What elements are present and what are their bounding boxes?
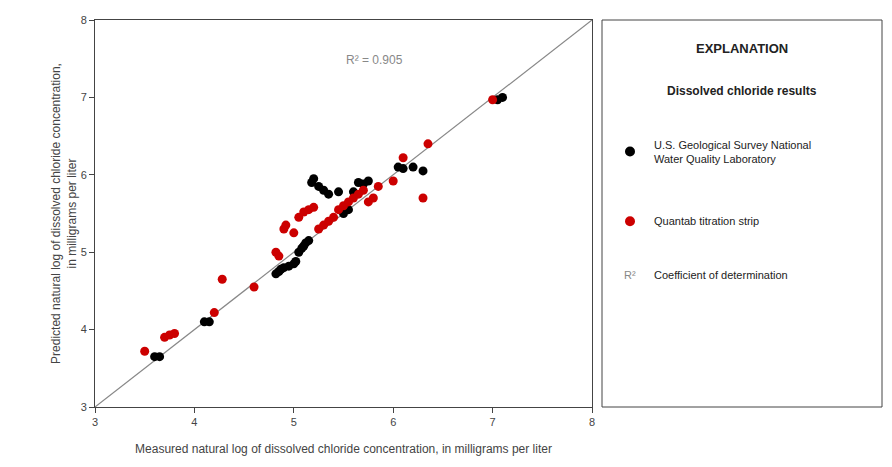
svg-text:3: 3	[81, 401, 87, 413]
svg-text:3: 3	[92, 416, 98, 428]
svg-text:4: 4	[81, 323, 87, 335]
svg-text:8: 8	[81, 14, 87, 26]
svg-text:6: 6	[81, 169, 87, 181]
svg-text:Measured natural log of dissol: Measured natural log of dissolved chlori…	[135, 442, 552, 456]
svg-text:5: 5	[81, 246, 87, 258]
svg-text:Coefficient of determination: Coefficient of determination	[654, 269, 788, 281]
svg-text:Quantab titration strip: Quantab titration strip	[654, 215, 759, 227]
svg-text:5: 5	[291, 416, 297, 428]
svg-text:Predicted natural log of disso: Predicted natural log of dissolved chlor…	[49, 63, 79, 364]
svg-text:R² = 0.905: R² = 0.905	[346, 53, 403, 67]
svg-text:8: 8	[589, 416, 595, 428]
svg-text:Dissolved chloride results: Dissolved chloride results	[667, 84, 817, 98]
svg-text:R²: R²	[624, 269, 636, 281]
svg-text:6: 6	[390, 416, 396, 428]
svg-text:U.S. Geological Survey Nationa: U.S. Geological Survey NationalWater Qua…	[654, 139, 811, 165]
svg-text:7: 7	[490, 416, 496, 428]
svg-text:EXPLANATION: EXPLANATION	[696, 41, 788, 56]
svg-text:7: 7	[81, 91, 87, 103]
svg-text:4: 4	[191, 416, 197, 428]
